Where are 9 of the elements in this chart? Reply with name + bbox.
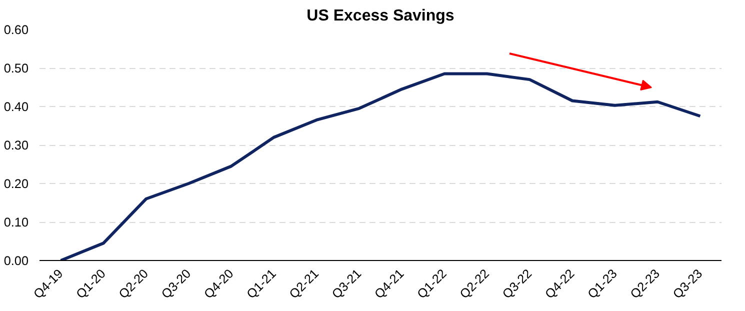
y-tick-label: 0.60	[4, 23, 29, 37]
y-tick-label: 0.50	[4, 62, 29, 76]
y-tick-label: 0.30	[4, 138, 29, 152]
y-tick-label: 0.40	[4, 100, 29, 114]
y-tick-label: 0.20	[4, 177, 29, 191]
chart-title: US Excess Savings	[306, 8, 454, 24]
y-tick-label: 0.10	[4, 216, 29, 230]
y-tick-label: 0.00	[4, 254, 29, 268]
line-series	[59, 72, 702, 260]
